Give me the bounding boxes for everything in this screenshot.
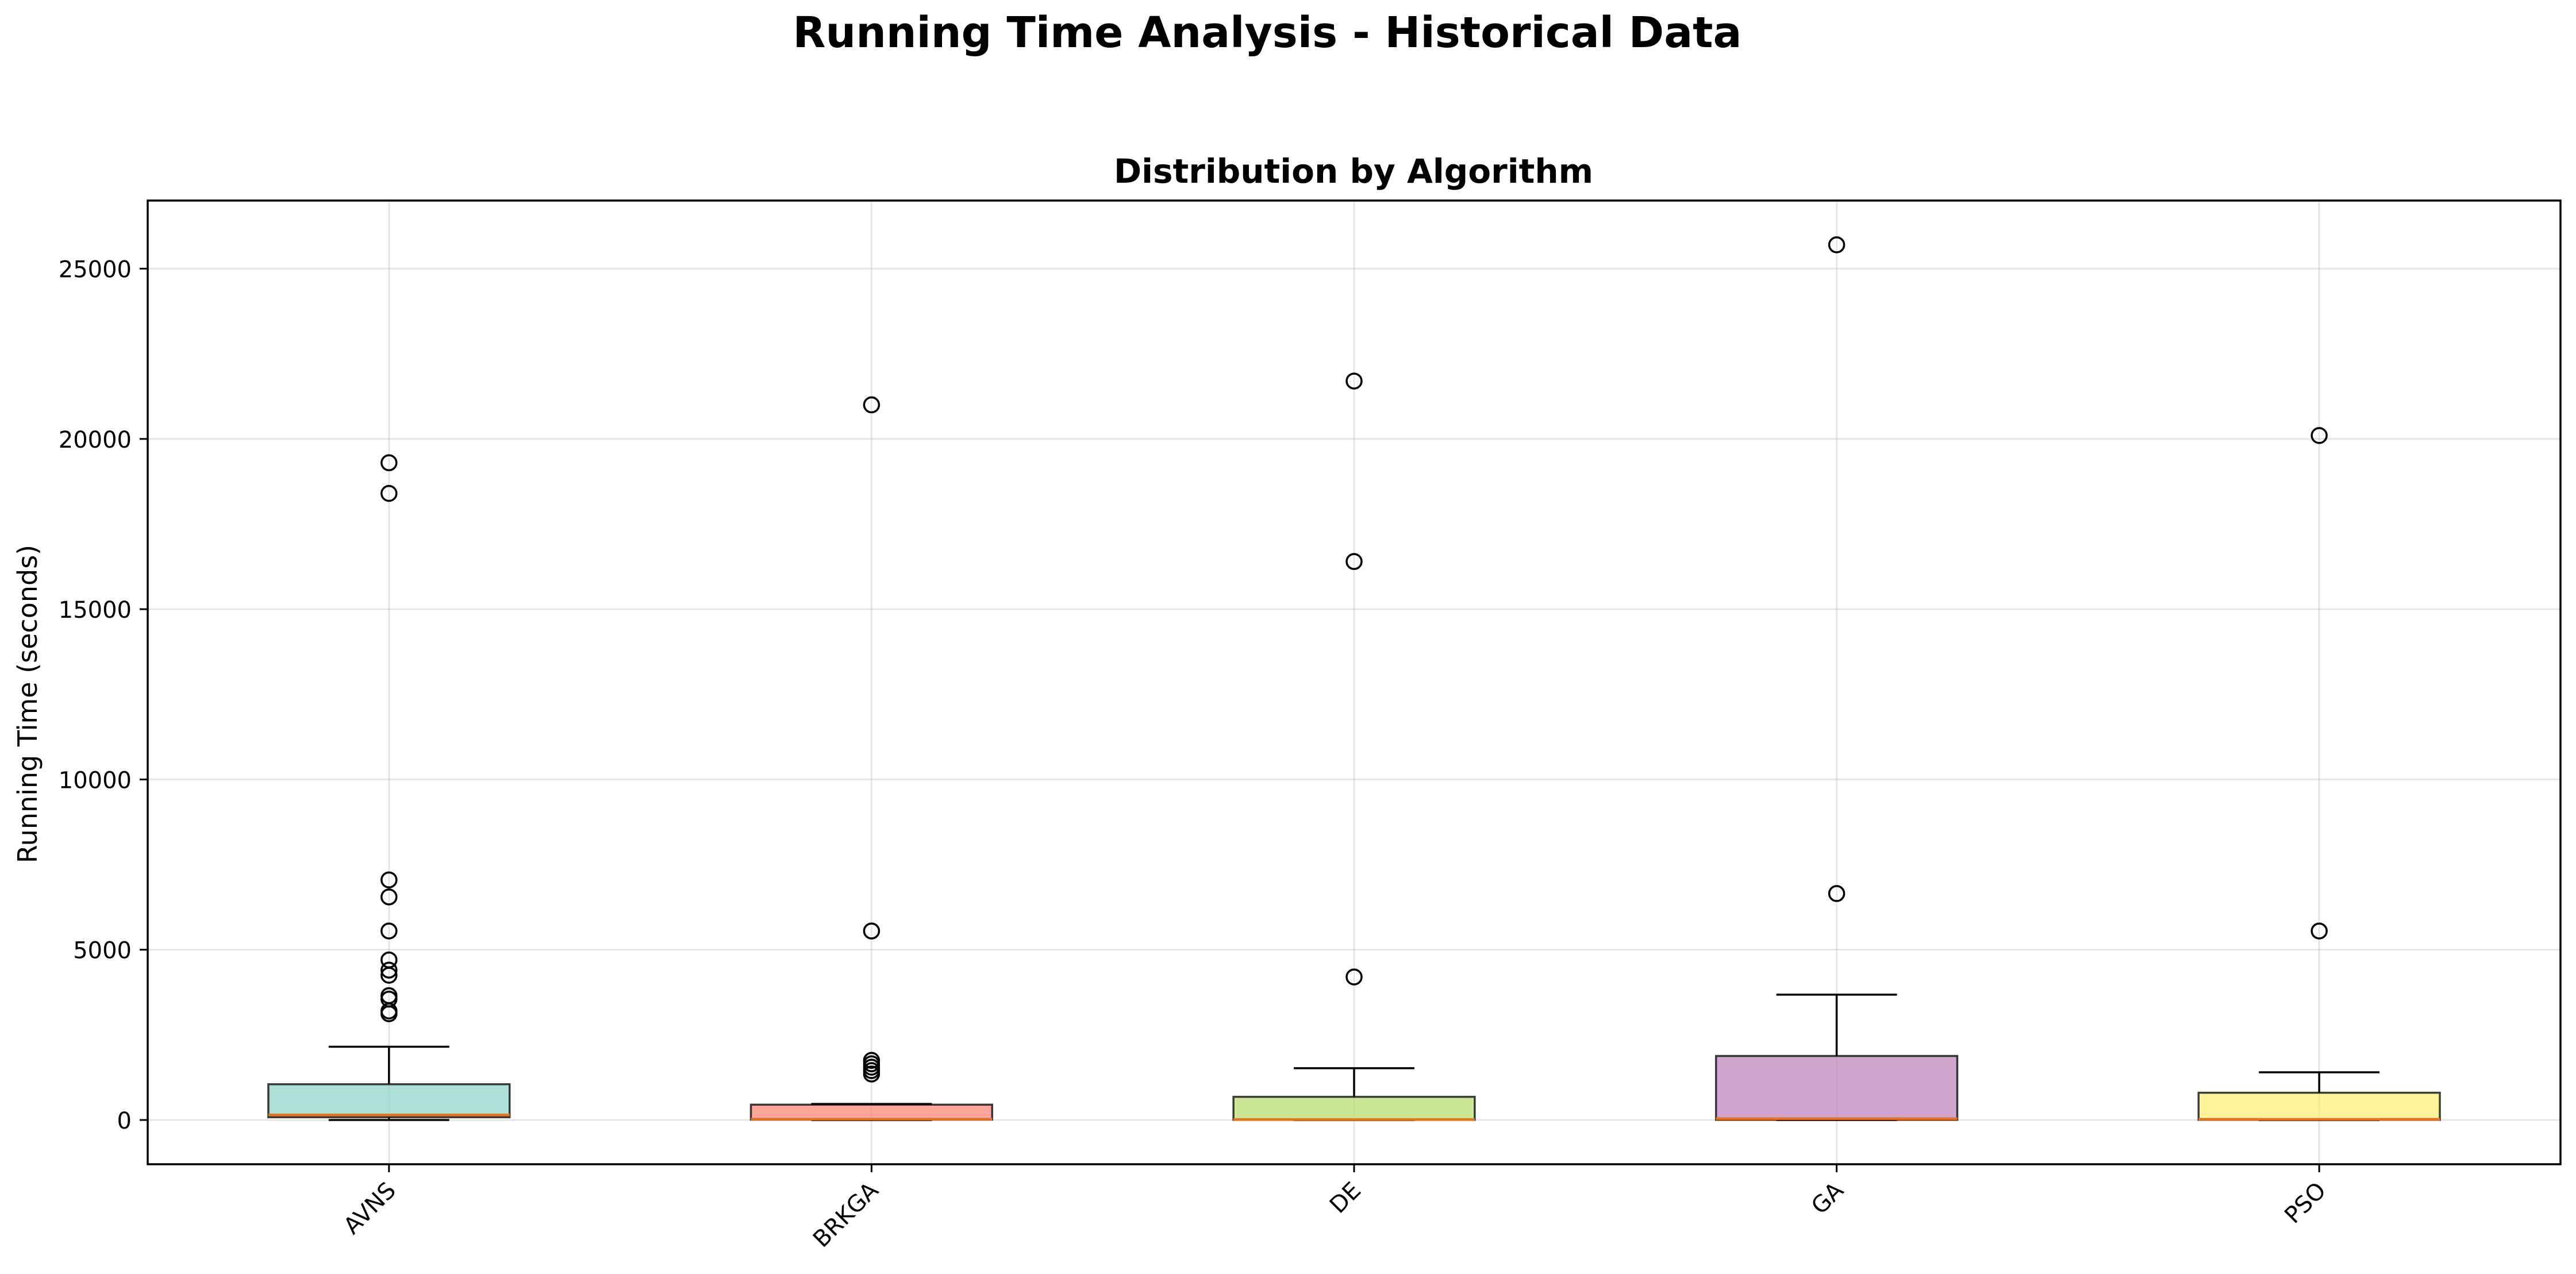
outlier-point bbox=[2310, 922, 2328, 940]
outlier-point bbox=[380, 454, 398, 472]
box-iqr bbox=[1714, 1054, 1959, 1121]
box-brkga bbox=[749, 396, 994, 1121]
box-pso bbox=[2197, 427, 2441, 1121]
outlier-point bbox=[380, 1005, 398, 1022]
box-de bbox=[1232, 372, 1476, 1121]
outlier-point bbox=[2310, 427, 2328, 444]
box-iqr bbox=[267, 1083, 511, 1118]
outlier-point bbox=[380, 922, 398, 940]
y-tick-label: 15000 bbox=[59, 597, 132, 623]
outlier-point bbox=[1345, 553, 1363, 570]
outlier-point bbox=[1345, 968, 1363, 986]
outlier-point bbox=[863, 922, 881, 940]
figure-suptitle: Running Time Analysis - Historical Data bbox=[793, 8, 1742, 57]
outlier-point bbox=[380, 888, 398, 906]
outlier-point bbox=[380, 871, 398, 888]
box-avns bbox=[267, 454, 511, 1121]
outlier-point bbox=[1828, 885, 1846, 902]
x-tick-label: DE bbox=[1325, 1177, 1366, 1219]
x-tick-label: AVNS bbox=[339, 1177, 401, 1240]
x-tick-label: BRKGA bbox=[808, 1177, 884, 1253]
y-axis-label: Running Time (seconds) bbox=[12, 545, 43, 863]
y-tick-label: 0 bbox=[117, 1108, 132, 1134]
chart-title: Distribution by Algorithm bbox=[1114, 152, 1593, 191]
x-tick-label: GA bbox=[1806, 1177, 1849, 1219]
box-plots bbox=[267, 236, 2441, 1121]
x-tick-label: PSO bbox=[2279, 1177, 2331, 1229]
box-ga bbox=[1714, 236, 1959, 1121]
outlier-point bbox=[380, 967, 398, 984]
outlier-point bbox=[1828, 236, 1846, 253]
y-tick-label: 10000 bbox=[59, 767, 132, 794]
y-tick-label: 20000 bbox=[59, 427, 132, 453]
box-iqr bbox=[1232, 1095, 1476, 1121]
outlier-point bbox=[1345, 372, 1363, 390]
outlier-point bbox=[380, 961, 398, 979]
plot-area-frame bbox=[147, 199, 2562, 1165]
outlier-point bbox=[380, 484, 398, 502]
grid-lines bbox=[148, 201, 2560, 1164]
box-iqr bbox=[749, 1103, 994, 1121]
y-tick-label: 5000 bbox=[73, 938, 132, 964]
box-iqr bbox=[2197, 1091, 2441, 1121]
outlier-point bbox=[863, 396, 881, 414]
y-tick-label: 25000 bbox=[59, 257, 132, 283]
outlier-point bbox=[863, 1065, 881, 1083]
